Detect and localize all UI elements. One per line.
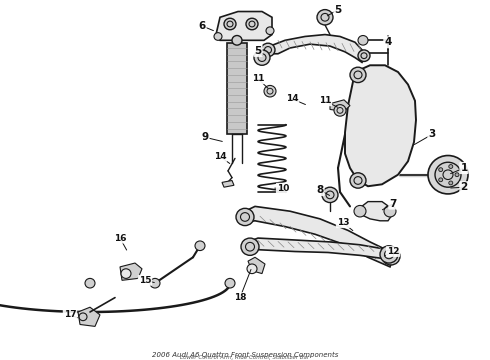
Polygon shape xyxy=(240,206,392,267)
Text: 14: 14 xyxy=(286,94,298,103)
Circle shape xyxy=(354,206,366,217)
Text: 7: 7 xyxy=(390,198,397,208)
Text: 6: 6 xyxy=(198,21,206,31)
Text: Lower Control Arm, Ride Control, Stabilizer Bar: Lower Control Arm, Ride Control, Stabili… xyxy=(180,355,310,360)
Circle shape xyxy=(449,181,453,185)
Text: 14: 14 xyxy=(214,152,226,161)
Text: 16: 16 xyxy=(114,234,126,243)
Circle shape xyxy=(225,278,235,288)
Text: 11: 11 xyxy=(319,96,331,105)
Circle shape xyxy=(380,246,398,263)
Text: 5: 5 xyxy=(334,5,342,15)
Circle shape xyxy=(439,168,443,172)
Circle shape xyxy=(236,208,254,226)
Circle shape xyxy=(261,43,275,57)
Polygon shape xyxy=(78,307,100,327)
Circle shape xyxy=(241,238,259,255)
Circle shape xyxy=(246,18,258,30)
Circle shape xyxy=(195,241,205,251)
Circle shape xyxy=(121,269,131,278)
Polygon shape xyxy=(120,263,142,280)
Circle shape xyxy=(254,50,270,65)
Text: 9: 9 xyxy=(201,132,209,142)
Text: 12: 12 xyxy=(387,247,399,256)
Circle shape xyxy=(382,248,400,265)
Circle shape xyxy=(350,67,366,82)
Circle shape xyxy=(358,36,368,45)
Text: 15: 15 xyxy=(139,276,151,285)
Text: 10: 10 xyxy=(277,184,289,193)
Circle shape xyxy=(435,162,461,187)
Circle shape xyxy=(358,50,370,62)
Text: 18: 18 xyxy=(234,293,246,302)
Circle shape xyxy=(214,33,222,40)
Text: 8: 8 xyxy=(317,185,323,195)
Text: 1: 1 xyxy=(461,163,467,173)
Polygon shape xyxy=(248,257,265,274)
Polygon shape xyxy=(246,238,388,259)
Circle shape xyxy=(150,278,160,288)
Text: 2006 Audi A6 Quattro Front Suspension Components: 2006 Audi A6 Quattro Front Suspension Co… xyxy=(152,352,338,358)
Text: 4: 4 xyxy=(384,37,392,47)
Polygon shape xyxy=(330,100,350,111)
Polygon shape xyxy=(227,43,247,134)
Text: 13: 13 xyxy=(337,218,349,227)
Circle shape xyxy=(317,10,333,25)
Polygon shape xyxy=(268,35,365,62)
Circle shape xyxy=(350,173,366,188)
Text: 3: 3 xyxy=(428,129,436,139)
Circle shape xyxy=(247,264,257,274)
Polygon shape xyxy=(216,12,272,40)
Circle shape xyxy=(266,27,274,35)
Circle shape xyxy=(85,278,95,288)
Polygon shape xyxy=(358,202,392,221)
Text: 5: 5 xyxy=(254,46,262,56)
Circle shape xyxy=(449,165,453,168)
Circle shape xyxy=(322,187,338,203)
Circle shape xyxy=(455,173,459,177)
Polygon shape xyxy=(345,65,416,186)
Circle shape xyxy=(439,178,443,182)
Text: 11: 11 xyxy=(252,74,264,83)
Text: 2: 2 xyxy=(461,182,467,192)
Circle shape xyxy=(428,156,468,194)
Circle shape xyxy=(224,18,236,30)
Circle shape xyxy=(334,105,346,116)
Circle shape xyxy=(232,36,242,45)
Circle shape xyxy=(264,85,276,97)
Circle shape xyxy=(384,206,396,217)
Text: 17: 17 xyxy=(64,310,76,319)
Polygon shape xyxy=(222,180,234,187)
